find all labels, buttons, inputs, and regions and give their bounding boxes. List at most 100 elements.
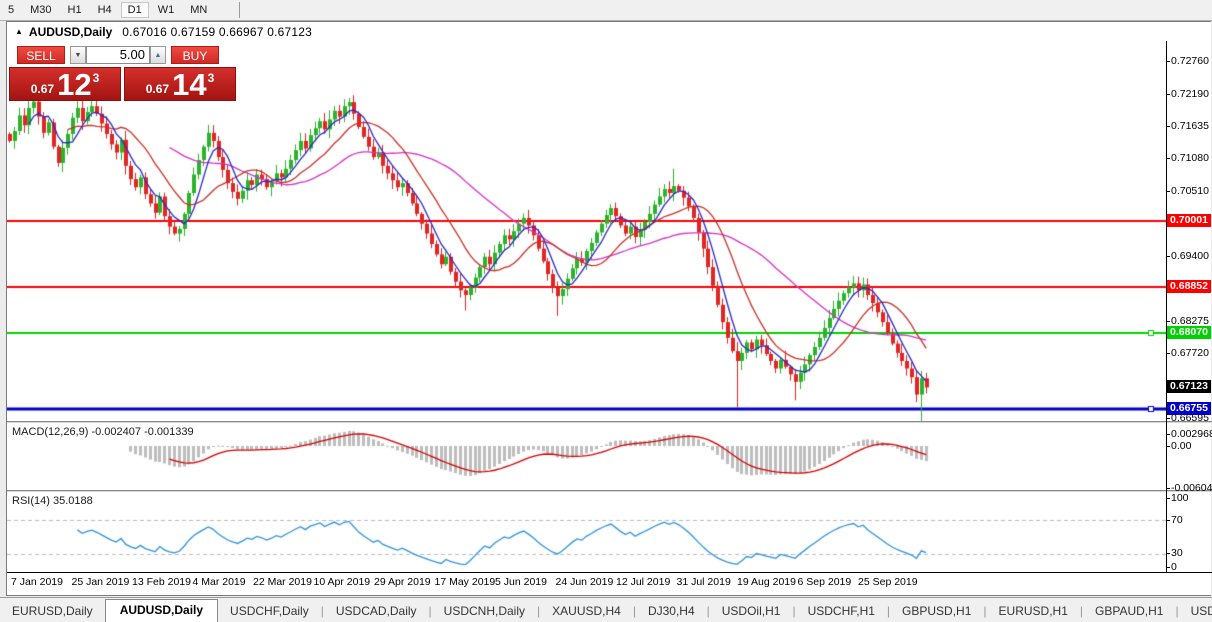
timeframe-button-h4[interactable]: H4	[97, 4, 112, 16]
timeframe-button-d1[interactable]: D1	[120, 2, 149, 18]
rsi-tick-label: 70	[1171, 514, 1183, 526]
tab-separator: |	[706, 604, 710, 618]
buy-price-major: 0.67	[145, 82, 170, 96]
sell-price-pips: 12	[57, 67, 92, 102]
buy-price-pips: 14	[172, 67, 207, 102]
timeframe-button-h1[interactable]: H1	[67, 4, 82, 16]
date-tick-label: 24 Jun 2019	[555, 576, 614, 588]
sell-button[interactable]: SELL	[17, 46, 65, 64]
volume-decrease-button[interactable]: ▼	[70, 46, 86, 64]
tab-usdjp[interactable]: USDJP	[1190, 604, 1212, 618]
price-tick	[1166, 320, 1170, 322]
chart-title-bar: ▲ AUDUSD,Daily 0.67016 0.67159 0.66967 0…	[7, 22, 1211, 41]
price-level-badge: 0.67123	[1167, 380, 1211, 394]
date-tick-label: 19 Aug 2019	[737, 576, 796, 588]
tab-usdoil-h1[interactable]: USDOil,H1	[721, 604, 781, 618]
date-tick-label: 5 Jun 2019	[495, 576, 547, 588]
chart-ohlc-quotes: 0.67016 0.67159 0.66967 0.67123	[122, 24, 312, 39]
tab-audusd-daily[interactable]: AUDUSD,Daily	[104, 599, 219, 622]
main-chart-canvas[interactable]	[7, 41, 1166, 421]
date-tick-label: 17 May 2019	[434, 576, 496, 588]
date-tick-label: 12 Jul 2019	[616, 576, 671, 588]
price-tick-label: 0.71635	[1171, 120, 1209, 133]
rsi-indicator-label: RSI(14) 35.0188	[12, 495, 93, 507]
date-tick-label: 25 Jan 2019	[71, 576, 130, 588]
tab-dj30-h4[interactable]: DJ30,H4	[647, 604, 695, 618]
rsi-tick	[1166, 498, 1170, 499]
tab-separator: |	[632, 604, 636, 618]
price-tick	[1166, 418, 1170, 419]
tab-eurusd-h1[interactable]: EURUSD,H1	[998, 604, 1068, 618]
price-tick-label: 0.66595	[1171, 412, 1209, 424]
tab-separator: |	[428, 604, 432, 618]
volume-input[interactable]: 5.00	[86, 46, 150, 64]
tab-gbpusd-h1[interactable]: GBPUSD,H1	[902, 604, 972, 618]
chart-window: ▲ AUDUSD,Daily 0.67016 0.67159 0.66967 0…	[6, 21, 1212, 596]
price-tick-label: 0.69400	[1171, 249, 1209, 262]
date-tick-label: 13 Feb 2019	[132, 576, 191, 588]
tab-usdcad-daily[interactable]: USDCAD,Daily	[335, 604, 417, 618]
price-level-badge: 0.66755	[1167, 401, 1211, 415]
macd-tick	[1166, 446, 1170, 447]
tab-separator: |	[886, 604, 891, 618]
buy-button[interactable]: BUY	[171, 46, 219, 64]
date-tick-label: 6 Sep 2019	[797, 576, 852, 588]
price-tick-label: 0.72190	[1171, 88, 1209, 100]
chart-tab-bar: EURUSD,Daily AUDUSD,Daily USDCHF,Daily | USD…	[0, 597, 1212, 622]
volume-increase-button[interactable]: ▲	[150, 46, 166, 64]
price-tick-label: 0.67720	[1171, 346, 1209, 359]
toolbar-separator	[239, 2, 241, 18]
panel-separator[interactable]	[7, 490, 1212, 492]
date-tick-label: 10 Apr 2019	[313, 576, 371, 588]
tab-separator: |	[1079, 604, 1084, 618]
timeframe-button-mn[interactable]: MN	[190, 4, 208, 16]
one-click-trade-widget: SELL ▼ 5.00 ▲ BUY 0.67 12 3 0.67 14 3	[9, 46, 237, 101]
panel-separator[interactable]	[7, 421, 1212, 423]
timeframe-button-m30[interactable]: M30	[30, 4, 52, 16]
date-tick-label: 29 Apr 2019	[374, 576, 431, 588]
timeframe-button-5[interactable]: 5	[8, 4, 15, 16]
rsi-tick-label: 100	[1171, 492, 1189, 504]
price-tick-label: 0.68275	[1171, 314, 1209, 327]
price-level-badge: 0.68852	[1167, 280, 1211, 294]
tab-separator: |	[983, 604, 987, 618]
sell-price-panel[interactable]: 0.67 12 3	[9, 67, 121, 101]
date-tick-label: 31 Jul 2019	[676, 576, 731, 588]
rsi-tick-label: 0	[1171, 561, 1177, 573]
collapse-icon[interactable]: ▲	[15, 27, 23, 36]
price-tick	[1166, 191, 1170, 193]
tab-separator: |	[792, 604, 796, 618]
price-tick-label: 0.72760	[1171, 55, 1209, 67]
rsi-tick	[1166, 553, 1170, 554]
tab-xauusd-h4[interactable]: XAUUSD,H4	[552, 604, 621, 618]
sell-price-point: 3	[92, 71, 100, 85]
sell-price-major: 0.67	[30, 82, 55, 96]
tab-eurusd-daily[interactable]: EURUSD,Daily	[12, 604, 93, 618]
buy-price-point: 3	[207, 71, 215, 85]
tab-separator: |	[320, 604, 324, 618]
timeframe-button-w1[interactable]: W1	[157, 4, 175, 16]
price-tick-label: 0.71080	[1171, 152, 1209, 165]
date-tick-label: 25 Sep 2019	[858, 576, 918, 588]
tab-usdchf-daily[interactable]: USDCHF,Daily	[230, 604, 309, 618]
macd-tick-label: 0.002968	[1171, 428, 1212, 440]
tab-separator: |	[1175, 604, 1179, 618]
macd-tick	[1166, 488, 1170, 489]
macd-tick-label: 0.00	[1171, 440, 1192, 452]
date-axis-line	[7, 572, 1212, 573]
tab-usdchf-h1[interactable]: USDCHF,H1	[807, 604, 875, 618]
tab-gbpaud-h1[interactable]: GBPAUD,H1	[1095, 604, 1164, 618]
timeframe-toolbar: 5 M30 H1 H4 D1 W1 MN	[0, 0, 1212, 21]
buy-price-panel[interactable]: 0.67 14 3	[124, 67, 236, 101]
price-tick-label: 0.70510	[1171, 185, 1209, 198]
price-tick	[1166, 94, 1170, 95]
tab-separator: |	[537, 604, 541, 618]
rsi-tick	[1166, 567, 1170, 568]
rsi-tick	[1166, 520, 1170, 521]
tab-usdcnh-daily[interactable]: USDCNH,Daily	[443, 604, 526, 618]
price-tick	[1166, 255, 1170, 257]
macd-panel-canvas[interactable]	[7, 424, 1166, 488]
price-tick	[1166, 352, 1170, 354]
date-tick-label: 7 Jan 2019	[11, 576, 63, 588]
rsi-panel-canvas[interactable]	[7, 493, 1166, 572]
